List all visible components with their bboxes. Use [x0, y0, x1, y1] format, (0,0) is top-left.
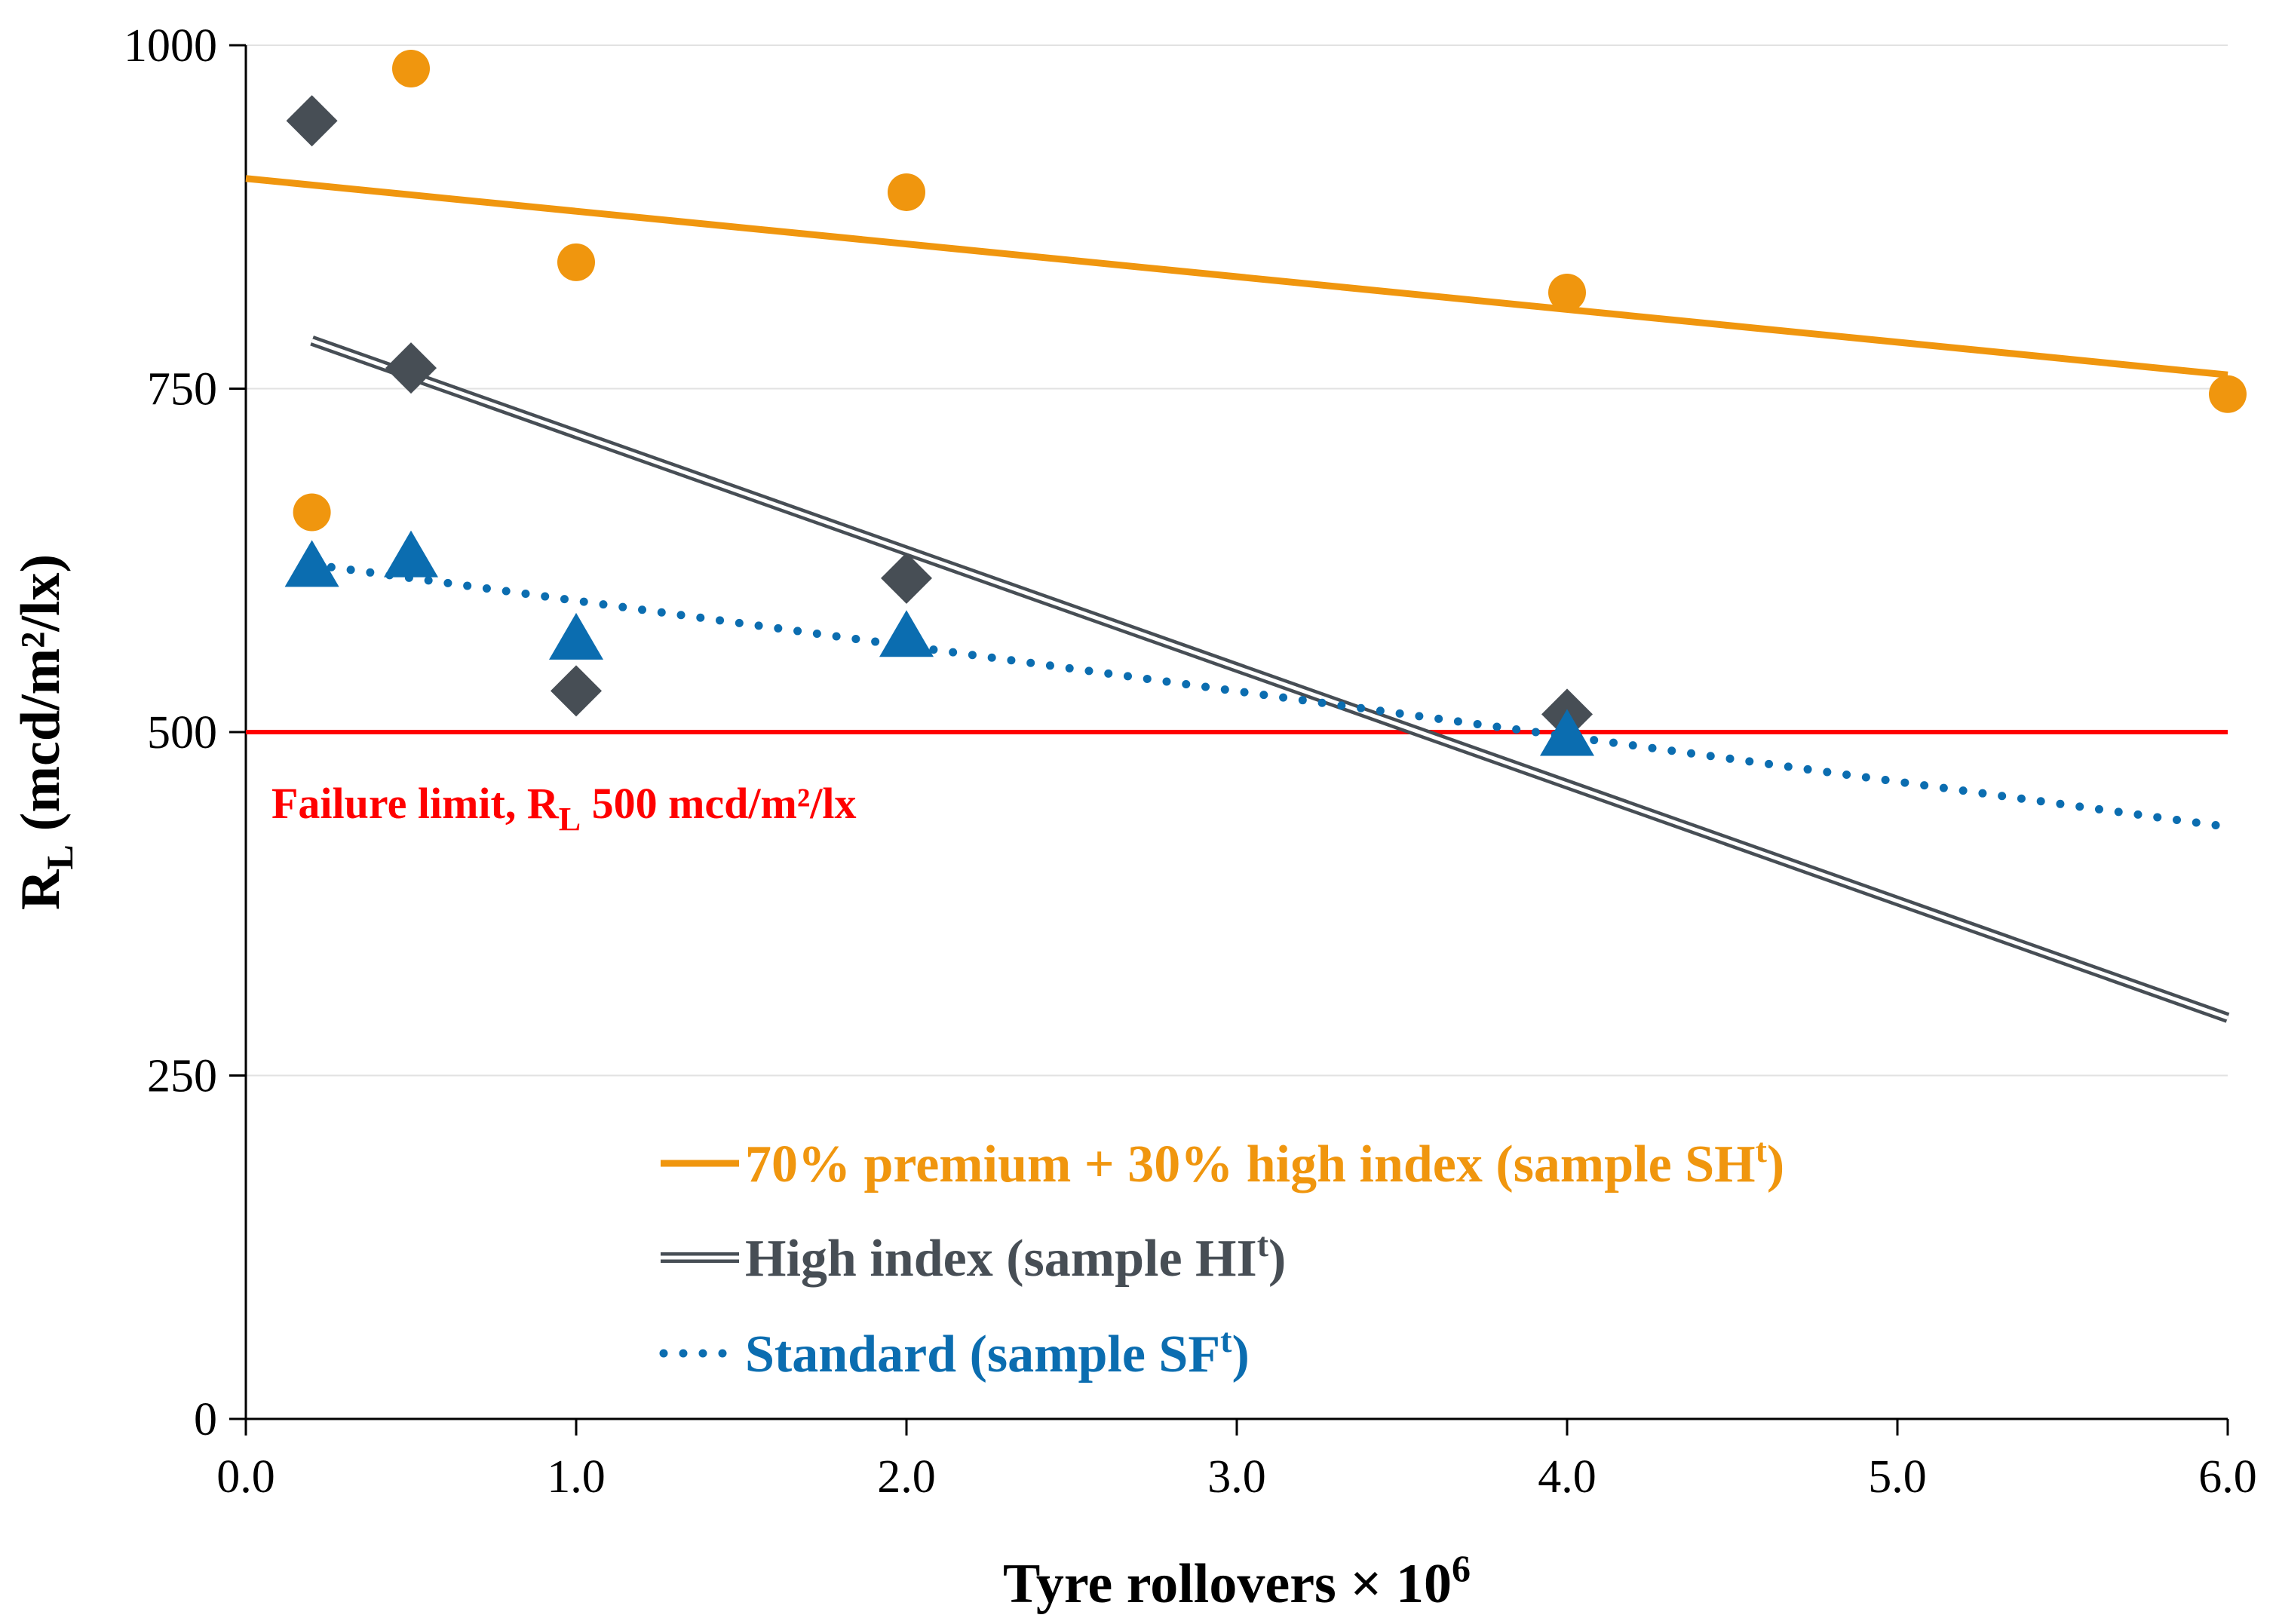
gridlines [246, 44, 2228, 1077]
y-axis-title: RL (mcd/m²/lx) [10, 554, 81, 910]
legend-label-name: High index (sample HI [745, 1230, 1257, 1288]
x-axis-title: Tyre rollovers × 106 [1003, 1547, 1471, 1615]
y-tick-label: 500 [147, 707, 217, 758]
legend-label: 70% premium + 30% high index (sample SHt… [745, 1131, 1784, 1193]
y-ticks: 0 250 500 750 1000 [124, 20, 246, 1445]
data-point-diamond [551, 665, 602, 717]
failure-limit-label-sub: L [559, 801, 581, 838]
legend-label-sup: t [1756, 1131, 1768, 1169]
legend-label: High index (sample HIt) [745, 1225, 1286, 1288]
y-tick-label: 1000 [124, 20, 217, 72]
data-point-triangle [284, 540, 339, 587]
x-tick-label: 6.0 [2198, 1451, 2257, 1503]
data-point-circle [392, 49, 430, 87]
legend-label-sup: t [1257, 1225, 1269, 1264]
y-tick-label: 750 [147, 364, 217, 415]
data-point-triangle [1540, 709, 1594, 756]
x-tick-label: 2.0 [877, 1451, 936, 1503]
failure-limit-label-value: 500 mcd/m²/lx [581, 779, 856, 828]
x-tick-label: 5.0 [1868, 1451, 1927, 1503]
x-axis-title-text: Tyre rollovers × 10 [1003, 1553, 1452, 1615]
data-points [284, 49, 2247, 756]
x-tick-label: 1.0 [547, 1451, 606, 1503]
data-point-diamond [385, 342, 437, 394]
trend-line-inner [311, 339, 2228, 1020]
data-point-circle [557, 243, 595, 281]
y-tick-label: 0 [194, 1394, 217, 1445]
failure-limit-label-text: Failure limit, R [271, 779, 560, 828]
trend-line [245, 175, 2228, 378]
x-axis-title-sup: 6 [1452, 1547, 1471, 1589]
legend-label-end: ) [1232, 1325, 1249, 1383]
x-tick-label: 0.0 [216, 1451, 275, 1503]
y-axis-title-unit: (mcd/m²/lx) [10, 554, 72, 831]
data-point-circle [1548, 273, 1586, 311]
trend-line [308, 560, 2232, 832]
legend: 70% premium + 30% high index (sample SHt… [659, 1131, 1784, 1383]
data-point-circle [293, 493, 331, 532]
legend-label-sup: t [1220, 1321, 1232, 1359]
x-tick-label: 3.0 [1207, 1451, 1266, 1503]
data-point-diamond [881, 552, 932, 604]
legend-label-end: ) [1767, 1135, 1784, 1193]
y-axis-title-main: R [10, 869, 72, 910]
x-tick-label: 4.0 [1538, 1451, 1597, 1503]
x-ticks: 0.0 1.0 2.0 3.0 4.0 5.0 6.0 [216, 1419, 2257, 1503]
y-tick-label: 250 [147, 1051, 217, 1102]
legend-label-name: 70% premium + 30% high index (sample SH [745, 1135, 1756, 1193]
legend-label: Standard (sample SFt) [745, 1321, 1250, 1383]
data-point-triangle [879, 610, 934, 657]
failure-limit-label: Failure limit, RL 500 mcd/m²/lx [271, 779, 856, 838]
data-point-triangle [384, 530, 438, 578]
y-axis-title-sub: L [38, 844, 81, 869]
trend-lines [245, 175, 2232, 1023]
failure-limit: Failure limit, RL 500 mcd/m²/lx [246, 730, 2228, 838]
data-point-triangle [549, 612, 603, 660]
data-point-circle [888, 173, 925, 211]
legend-label-end: ) [1268, 1230, 1286, 1288]
data-point-circle [2209, 375, 2247, 413]
legend-label-name: Standard (sample SF [745, 1325, 1220, 1383]
data-point-diamond [286, 95, 338, 147]
